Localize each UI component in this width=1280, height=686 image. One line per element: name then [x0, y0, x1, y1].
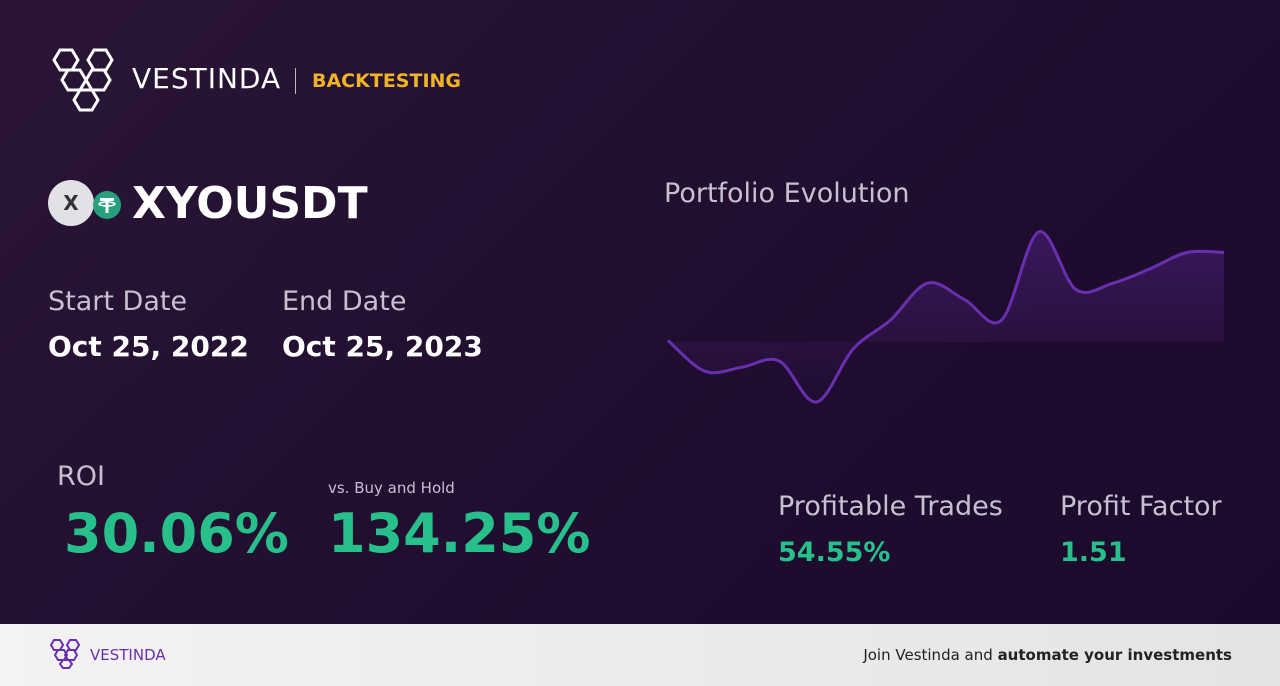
pf-label: Profit Factor [1060, 491, 1222, 522]
trades-label: Profitable Trades [778, 491, 1003, 522]
buy-hold-value: 134.25% [328, 502, 591, 565]
footer-cta: Join Vestinda and automate your investme… [863, 646, 1232, 664]
footer-brand: VESTINDA [90, 646, 166, 664]
end-label: End Date [282, 286, 407, 317]
footer-logo [49, 639, 81, 669]
asset-icon: X [48, 180, 94, 226]
pf-value: 1.51 [1060, 537, 1127, 568]
chart-title: Portfolio Evolution [664, 178, 910, 209]
trades-value: 54.55% [778, 537, 891, 568]
divider [295, 68, 296, 94]
roi-label: ROI [57, 461, 105, 492]
tether-icon [93, 191, 121, 219]
brand: VESTINDA [132, 62, 282, 95]
buy-hold-label: vs. Buy and Hold [328, 479, 455, 497]
roi-value: 30.06% [64, 502, 289, 565]
start-label: Start Date [48, 286, 188, 317]
chart [667, 230, 1225, 404]
section: BACKTESTING [312, 70, 462, 92]
footer-emphasis: automate your investments [997, 646, 1232, 664]
footer-text: Join Vestinda and [863, 646, 993, 664]
area [668, 231, 1224, 403]
footer: VESTINDA Join Vestinda and automate your… [0, 624, 1280, 686]
start-value: Oct 25, 2022 [48, 330, 249, 363]
end-value: Oct 25, 2023 [282, 330, 483, 363]
line [667, 230, 1225, 404]
logo [52, 48, 114, 112]
symbol: XYOUSDT [132, 178, 368, 229]
